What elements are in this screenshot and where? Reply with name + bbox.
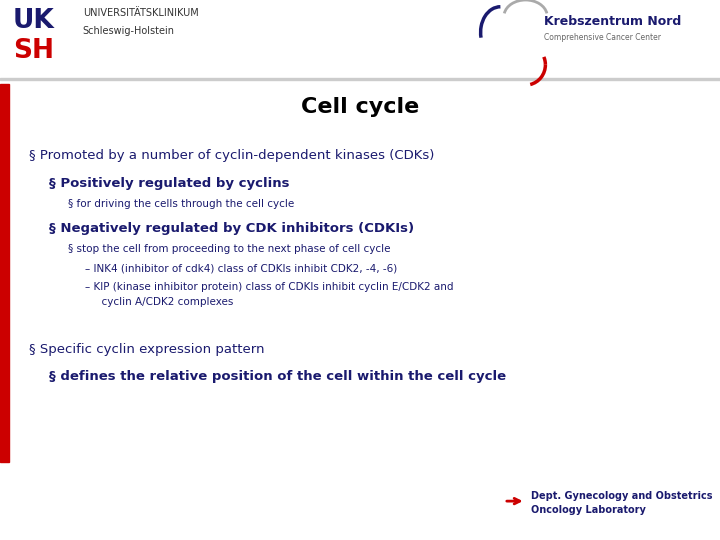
Text: UNIVERSITÄTSKLINIKUM: UNIVERSITÄTSKLINIKUM <box>83 8 199 18</box>
Text: § Promoted by a number of cyclin-dependent kinases (CDKs): § Promoted by a number of cyclin-depende… <box>29 148 434 161</box>
Text: § defines the relative position of the cell within the cell cycle: § defines the relative position of the c… <box>49 370 506 383</box>
Text: – INK4 (inhibitor of cdk4) class of CDKIs inhibit CDK2, -4, -6): – INK4 (inhibitor of cdk4) class of CDKI… <box>85 264 397 274</box>
Text: § stop the cell from proceeding to the next phase of cell cycle: § stop the cell from proceeding to the n… <box>68 244 391 254</box>
Text: Comprehensive Cancer Center: Comprehensive Cancer Center <box>544 33 661 43</box>
Text: Cell cycle: Cell cycle <box>301 97 419 117</box>
Text: § Positively regulated by cyclins: § Positively regulated by cyclins <box>49 177 289 190</box>
Text: § Specific cyclin expression pattern: § Specific cyclin expression pattern <box>29 343 264 356</box>
Text: cyclin A/CDK2 complexes: cyclin A/CDK2 complexes <box>95 297 233 307</box>
Text: – KIP (kinase inhibitor protein) class of CDKIs inhibit cyclin E/CDK2 and: – KIP (kinase inhibitor protein) class o… <box>85 282 454 292</box>
Text: SH: SH <box>13 38 54 64</box>
Bar <box>0 78 720 80</box>
Bar <box>0 0 720 78</box>
Text: § for driving the cells through the cell cycle: § for driving the cells through the cell… <box>68 199 294 209</box>
Text: Schleswig-Holstein: Schleswig-Holstein <box>83 26 175 36</box>
Bar <box>0 84 9 462</box>
Text: Dept. Gynecology and Obstetrics
Oncology Laboratory: Dept. Gynecology and Obstetrics Oncology… <box>531 491 713 515</box>
Text: § Negatively regulated by CDK inhibitors (CDKIs): § Negatively regulated by CDK inhibitors… <box>49 222 414 235</box>
Text: UK: UK <box>13 8 55 34</box>
Text: Krebszentrum Nord: Krebszentrum Nord <box>544 15 681 28</box>
